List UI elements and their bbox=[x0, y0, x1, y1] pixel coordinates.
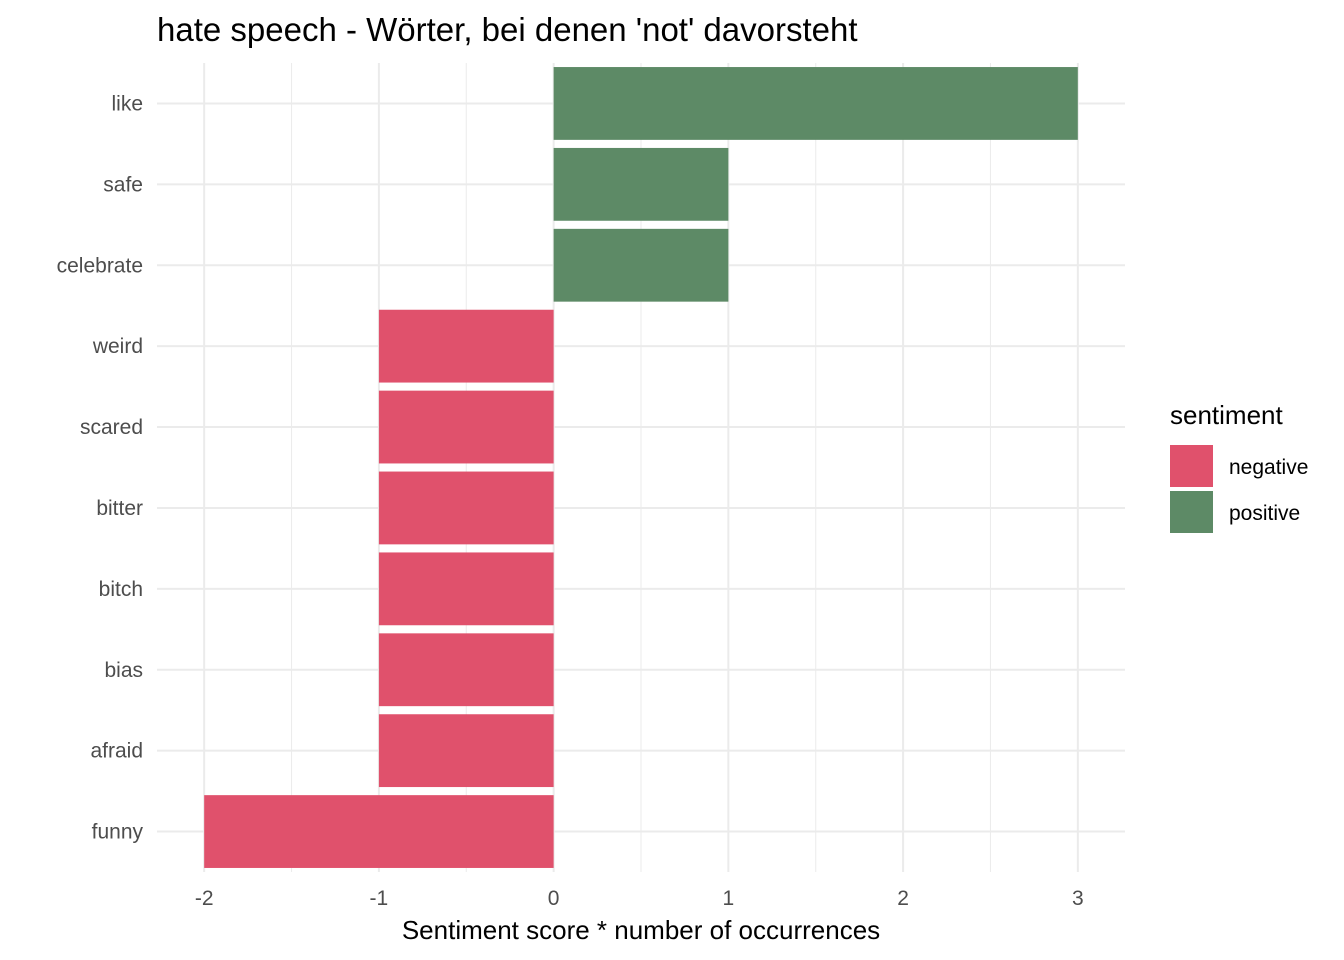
y-tick-label: bitch bbox=[99, 578, 143, 601]
legend: sentiment negative positive bbox=[1170, 400, 1308, 533]
x-tick-label: 0 bbox=[548, 887, 560, 910]
bar-like bbox=[553, 67, 1078, 140]
x-tick-label: 2 bbox=[897, 887, 909, 910]
legend-swatch-negative bbox=[1170, 445, 1213, 487]
y-tick-label: funny bbox=[92, 821, 144, 844]
x-tick-label: 1 bbox=[723, 887, 735, 910]
y-tick-label: bias bbox=[104, 659, 143, 682]
bar-scared bbox=[378, 390, 554, 464]
y-axis-tick-labels: like safe celebrate weird scared bitter bitch b… bbox=[57, 92, 144, 843]
y-tick-label: weird bbox=[92, 335, 143, 358]
bars bbox=[204, 67, 1078, 868]
x-tick-label: -2 bbox=[195, 887, 214, 910]
bar-celebrate bbox=[553, 228, 729, 302]
legend-label-positive: positive bbox=[1229, 502, 1300, 525]
bar-bias bbox=[378, 633, 554, 707]
y-tick-label: celebrate bbox=[57, 254, 143, 277]
x-axis-tick-labels: -2 -1 0 1 2 3 bbox=[195, 887, 1084, 910]
y-tick-label: like bbox=[111, 92, 143, 115]
y-tick-label: bitter bbox=[96, 497, 143, 520]
x-tick-label: 3 bbox=[1072, 887, 1084, 910]
y-tick-label: safe bbox=[103, 173, 143, 196]
legend-swatch-positive bbox=[1170, 491, 1213, 533]
chart-title: hate speech - Wörter, bei denen 'not' da… bbox=[157, 11, 858, 48]
bar-bitter bbox=[378, 471, 554, 545]
bar-safe bbox=[553, 147, 729, 221]
y-tick-label: afraid bbox=[90, 740, 143, 763]
legend-title: sentiment bbox=[1170, 400, 1283, 430]
bar-funny bbox=[204, 795, 554, 868]
bar-afraid bbox=[378, 714, 554, 788]
legend-label-negative: negative bbox=[1229, 456, 1308, 479]
y-tick-label: scared bbox=[80, 416, 143, 439]
x-tick-label: -1 bbox=[370, 887, 389, 910]
bar-bitch bbox=[378, 552, 554, 626]
bar-weird bbox=[378, 309, 554, 383]
x-axis-title: Sentiment score * number of occurrences bbox=[402, 915, 880, 945]
